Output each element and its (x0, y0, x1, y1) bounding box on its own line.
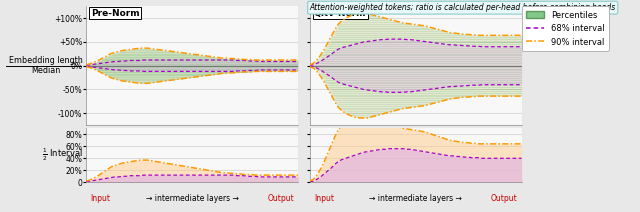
Text: → intermediate layers →: → intermediate layers → (146, 194, 239, 203)
Text: Pre-Norm: Pre-Norm (91, 9, 140, 18)
Text: → intermediate layers →: → intermediate layers → (369, 194, 462, 203)
Text: Output: Output (268, 194, 294, 203)
Text: Output: Output (491, 194, 517, 203)
Text: Input: Input (314, 194, 334, 203)
Text: Attention-weighted tokens; ratio is calculated per-head before combining heads: Attention-weighted tokens; ratio is calc… (310, 3, 616, 12)
Text: Embedding length
Median: Embedding length Median (10, 56, 83, 75)
Text: Input: Input (91, 194, 111, 203)
Legend: Percentiles, 68% interval, 90% interval: Percentiles, 68% interval, 90% interval (522, 6, 609, 51)
Text: $\frac{1}{2}$ Interval: $\frac{1}{2}$ Interval (42, 147, 83, 163)
Text: QKV-Norm: QKV-Norm (314, 9, 367, 18)
